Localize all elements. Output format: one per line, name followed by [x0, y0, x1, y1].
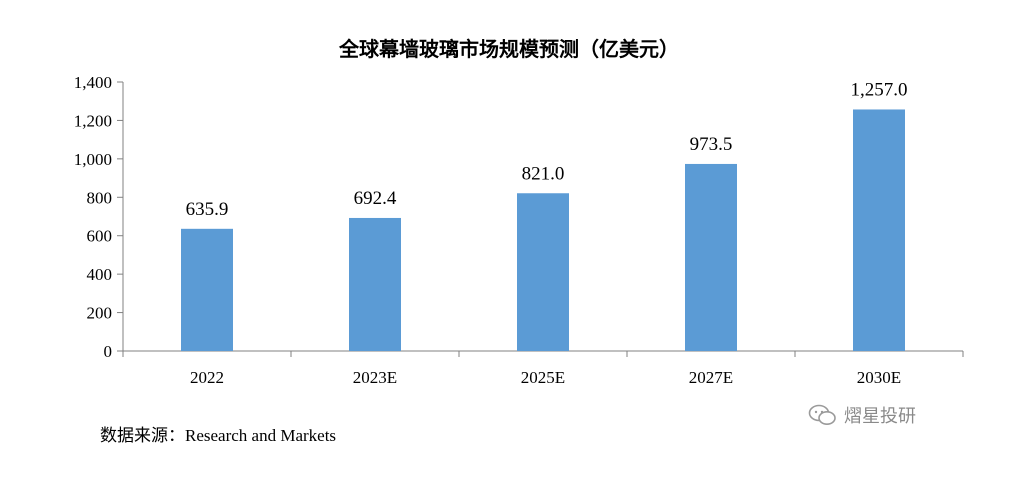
bar	[685, 163, 737, 351]
y-tick-label: 400	[87, 265, 113, 284]
bar	[853, 109, 905, 351]
bar	[181, 228, 233, 351]
data-label: 635.9	[186, 199, 229, 220]
y-tick-label: 1,200	[74, 111, 112, 130]
data-label: 821.0	[522, 163, 565, 184]
labels: 635.9 692.4 821.0 973.5 1,257.0	[186, 79, 908, 219]
bar	[349, 217, 401, 351]
y-tick-label: 600	[87, 227, 113, 246]
source-note: 数据来源：Research and Markets	[100, 421, 336, 446]
watermark: 熠星投研	[808, 402, 916, 428]
wechat-icon	[808, 404, 836, 425]
y-tick-label: 200	[87, 304, 113, 323]
data-label: 692.4	[354, 188, 397, 209]
y-tick-label: 0	[104, 342, 113, 361]
y-tick-label: 1,000	[74, 150, 112, 169]
x-tick-label: 2030E	[857, 368, 901, 387]
x-tick-label: 2025E	[521, 368, 565, 387]
x-tick-label: 2022	[190, 368, 224, 387]
x-tick-label: 2027E	[689, 368, 733, 387]
data-label: 1,257.0	[851, 79, 908, 100]
watermark-text: 熠星投研	[844, 406, 916, 427]
y-tick-label: 800	[87, 188, 113, 207]
chart-title: 全球幕墙玻璃市场规模预测（亿美元）	[338, 37, 679, 61]
y-tick-label: 1,400	[74, 73, 112, 92]
source-name: Research and Markets	[185, 426, 337, 445]
x-tick-label: 2023E	[353, 368, 397, 387]
bars	[181, 109, 905, 351]
source-prefix: 数据来源：	[100, 426, 185, 446]
bar	[517, 193, 569, 351]
data-label: 973.5	[690, 134, 733, 155]
